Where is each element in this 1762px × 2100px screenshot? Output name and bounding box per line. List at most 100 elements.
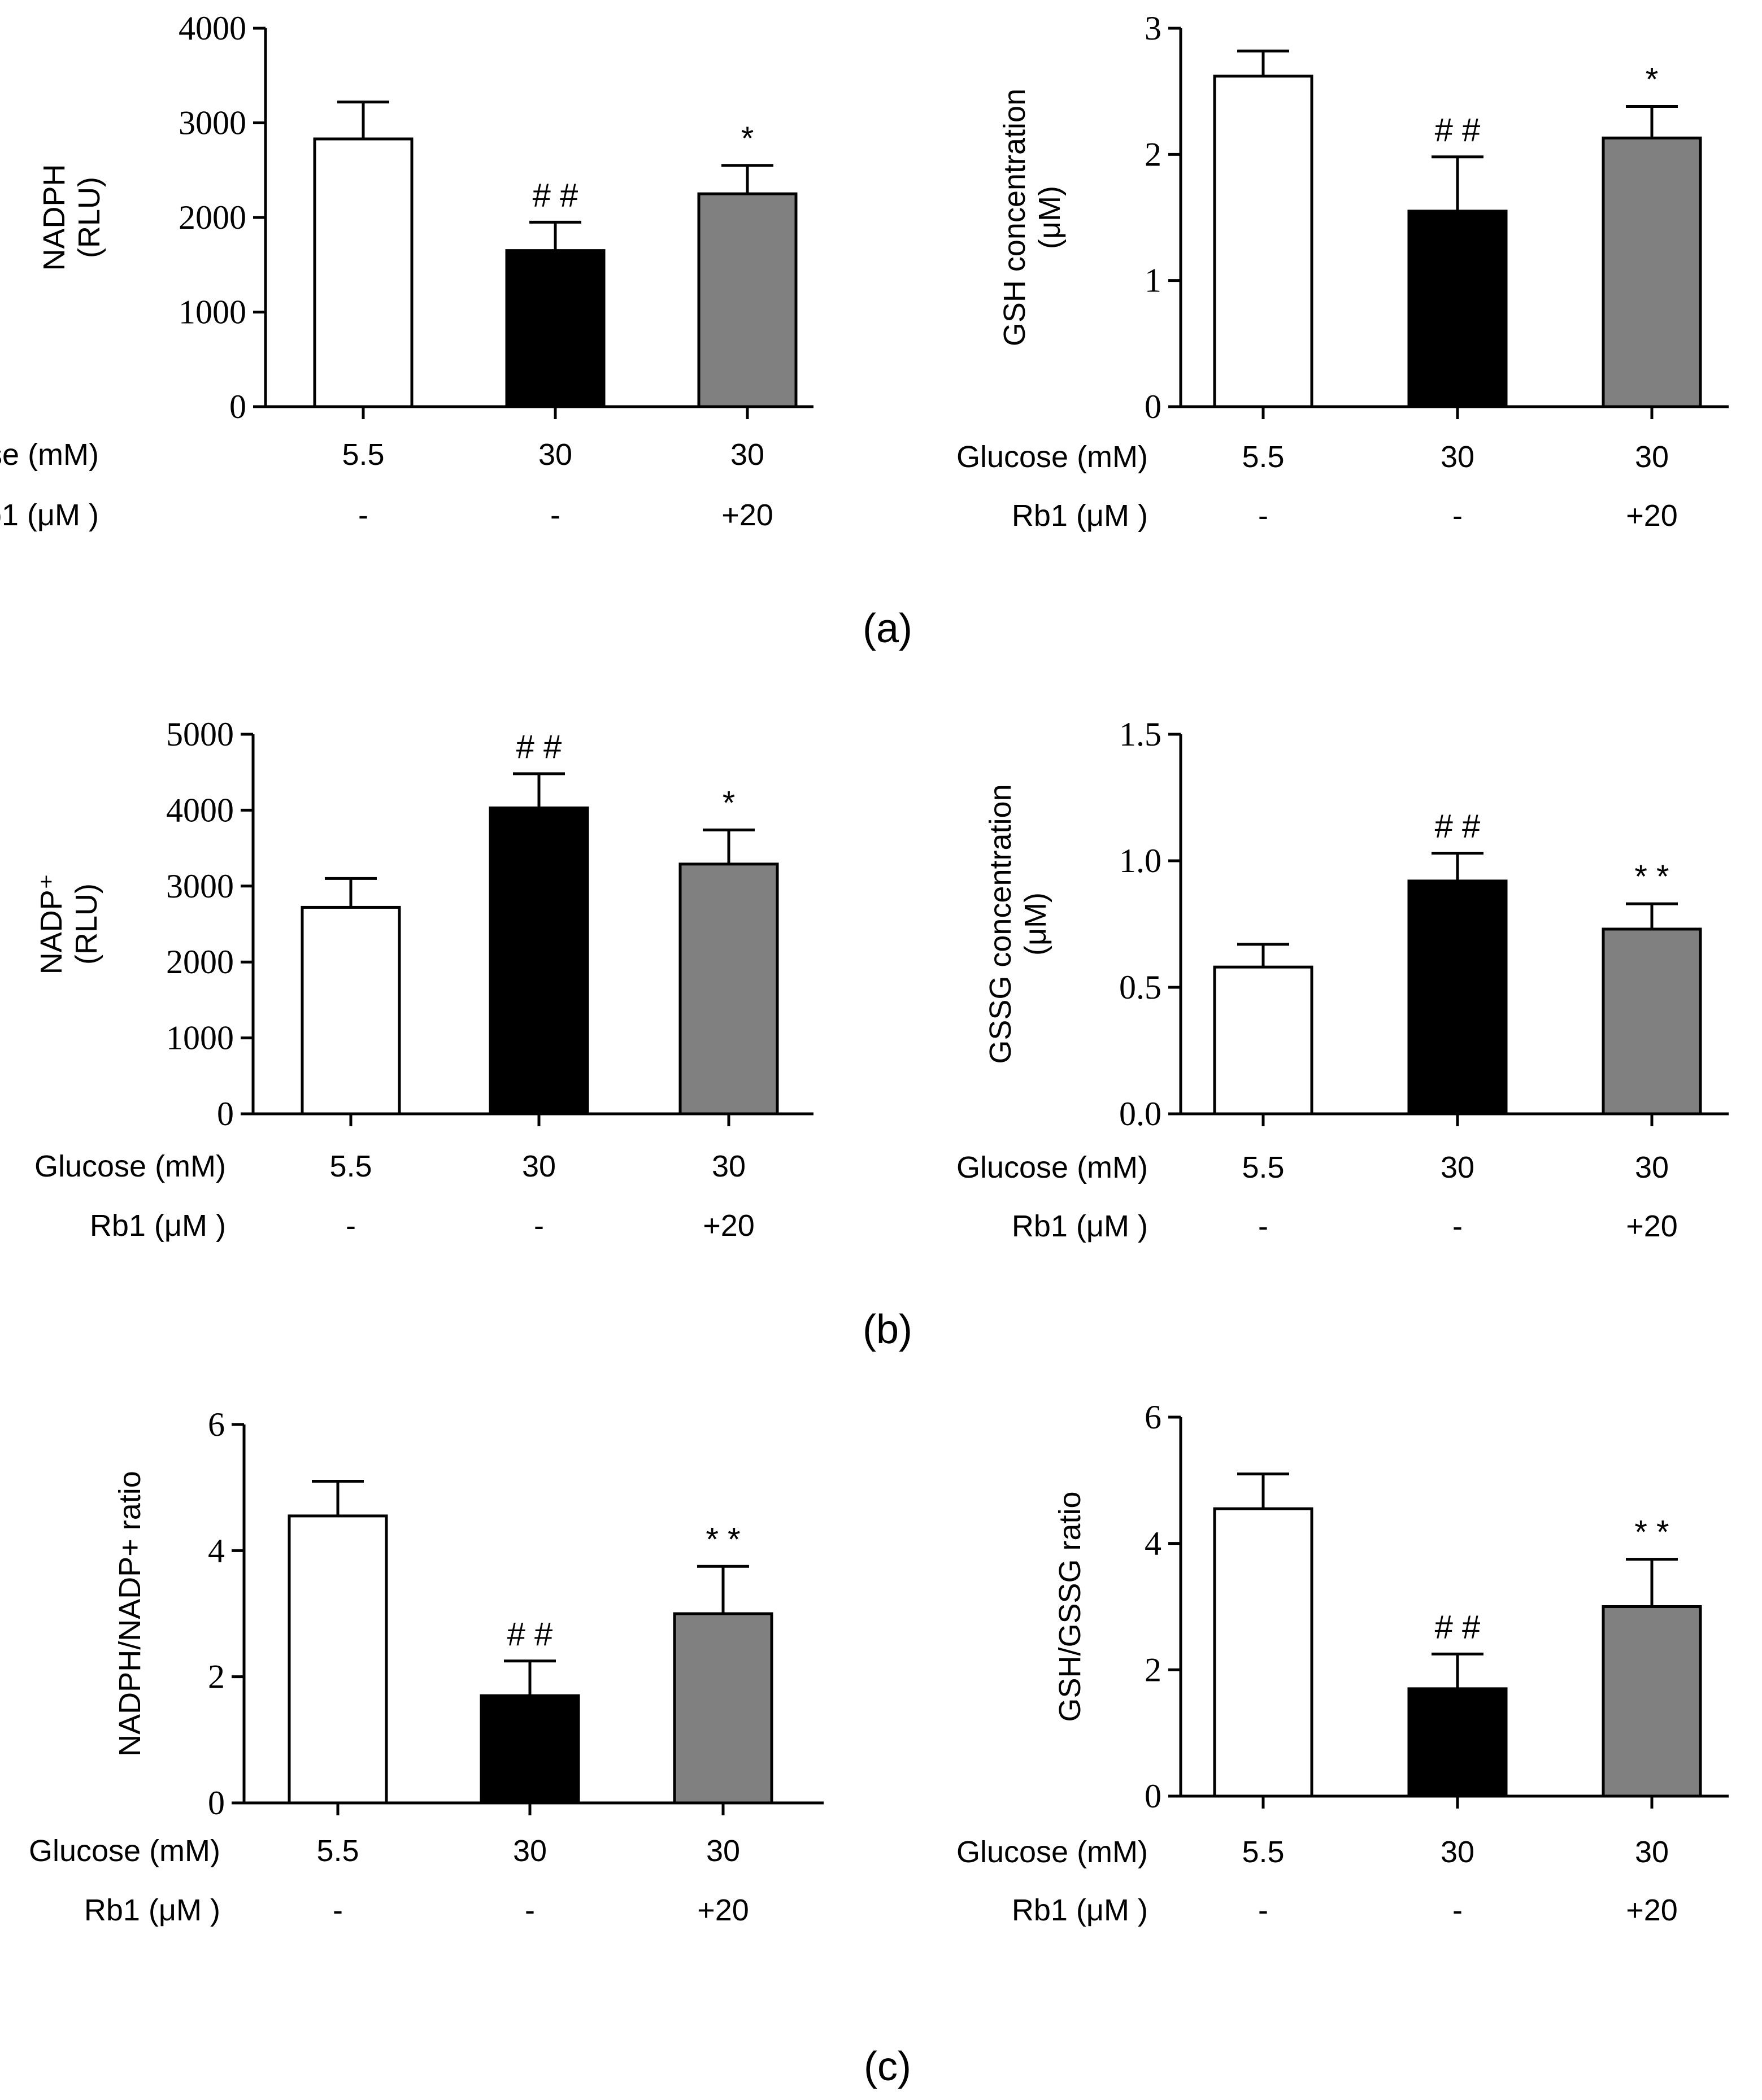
bar [480,1694,580,1805]
bar [1407,1687,1508,1798]
y-tick-label: 3000 [179,104,246,142]
y-axis-label: GSSG concentration [984,784,1017,1064]
y-axis-label: NADP⁺ [34,874,68,975]
x-row-value: - [1452,1209,1463,1243]
y-axis-label: GSH concentration [998,89,1032,346]
x-row-label: Glucose (mM) [956,1151,1148,1184]
x-row-value: - [358,498,368,532]
x-row-value: 5.5 [316,1834,359,1868]
x-row-label: Rb1 (μM ) [1012,1209,1148,1243]
x-row-value: 30 [706,1834,740,1868]
x-row-value: +20 [721,498,773,532]
x-row-value: 5.5 [1242,1151,1284,1184]
y-tick-label: 3000 [166,868,234,905]
chart-4: 0.0 0.5 1.0 1.5 GSSG concentration (μM) # # * *… [956,716,1729,1243]
x-row-label: Glucose (mM) [956,440,1148,474]
significance-label: * [741,120,754,157]
y-tick-label: 4 [1145,1525,1161,1562]
y-tick-label: 5000 [166,716,234,753]
bar [1213,1507,1313,1798]
bar [697,192,798,408]
x-row-label: Rb1 (μM ) [0,498,99,532]
panel-label-c: (c) [864,2044,911,2089]
x-row-value: - [534,1209,544,1243]
x-row-value: 5.5 [329,1149,372,1183]
y-tick-label: 1000 [179,294,246,331]
x-row-value: +20 [1626,1209,1678,1243]
y-tick-label: 0 [1145,1777,1161,1815]
chart-5: 0 2 4 6 NADPH/NADP+ ratio # # * * Glucose (mM) 5… [29,1406,824,1927]
panel-label-b: (b) [863,1307,912,1352]
bar [313,137,414,408]
y-tick-label: 1.5 [1119,716,1161,753]
x-row-value: - [1258,1209,1268,1243]
significance-label: # # [1435,1609,1481,1645]
y-axis-label: (RLU) [72,177,106,258]
bar [1407,879,1508,1116]
x-row-value: 30 [1635,1151,1669,1184]
bar [301,905,401,1116]
x-row-value: 30 [712,1149,746,1183]
y-axis-label: (μM) [1033,186,1067,249]
bar [678,862,779,1116]
significance-label: * [723,785,736,821]
x-row-value: 30 [1635,440,1669,474]
y-tick-label: 0 [217,1095,234,1132]
chart-3: 0 1000 2000 3000 4000 5000 NADP⁺ (RLU) # # * Gluco… [34,716,813,1243]
x-row-value: 30 [1635,1835,1669,1869]
y-tick-label: 2000 [179,199,246,236]
x-row-value: 30 [522,1149,556,1183]
y-tick-label: 4000 [166,791,234,829]
x-row-label: Glucose (mM) [0,438,99,472]
y-axis-label: NADPH/NADP+ ratio [113,1471,147,1757]
bar [1602,1605,1702,1798]
bar [1407,210,1508,408]
y-tick-label: 0 [1145,388,1161,425]
x-row-label: Rb1 (μM ) [1012,1893,1148,1927]
y-tick-label: 6 [208,1406,225,1443]
significance-label: # # [1435,112,1481,149]
significance-label: * * [1634,1514,1669,1551]
bar [288,1514,388,1805]
x-row-value: - [1258,499,1268,533]
chart-2: 0 1 2 3 GSH concentration (μM) # # * Glucose (mM… [956,10,1729,533]
x-row-label: Rb1 (μM ) [90,1209,226,1243]
y-tick-label: 2 [208,1658,225,1696]
x-row-value: 30 [1441,1835,1474,1869]
y-tick-label: 0 [229,388,246,425]
y-tick-label: 6 [1145,1398,1161,1436]
y-axis-label: NADPH [37,164,71,271]
bar [1213,965,1313,1116]
y-tick-label: 0.5 [1119,969,1161,1006]
significance-label: * [1646,61,1659,98]
y-tick-label: 2000 [166,943,234,981]
significance-label: # # [1435,808,1481,845]
x-row-value: 5.5 [342,438,384,472]
x-row-value: 5.5 [1242,440,1284,474]
significance-label: * * [1634,859,1669,895]
bar [505,249,606,408]
x-row-value: 30 [1441,440,1474,474]
significance-label: # # [516,729,562,765]
y-tick-label: 1000 [166,1019,234,1057]
bar [489,806,589,1116]
x-row-value: - [1452,499,1463,533]
y-tick-label: 3 [1145,10,1161,47]
x-row-value: - [1452,1893,1463,1927]
significance-label: * * [706,1521,740,1558]
x-row-value: - [1258,1893,1268,1927]
bar [1602,136,1702,408]
panel-label-a: (a) [863,606,912,651]
x-row-label: Glucose (mM) [29,1834,220,1868]
x-row-value: 30 [730,438,764,472]
chart-1: 0 1000 2000 3000 4000 NADPH(RLU) # # * Glucose (… [0,10,813,532]
x-row-value: 5.5 [1242,1835,1284,1869]
x-row-value: +20 [1626,1893,1678,1927]
significance-label: # # [533,177,578,214]
x-row-value: +20 [697,1893,749,1927]
y-tick-label: 2 [1145,136,1161,173]
x-row-value: - [333,1893,343,1927]
